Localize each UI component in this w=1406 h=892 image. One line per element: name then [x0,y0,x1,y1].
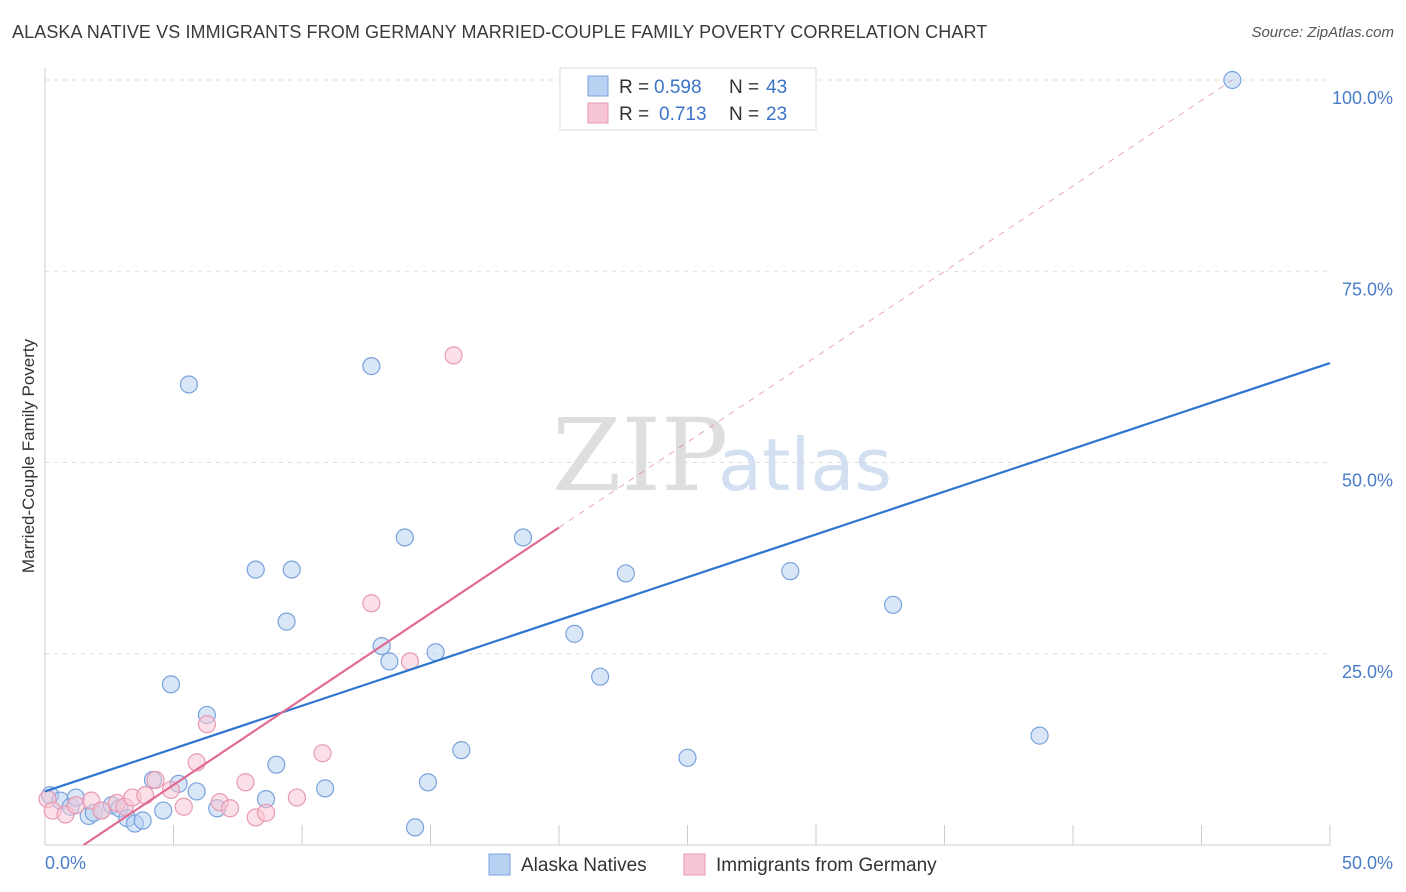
point-germany-22 [362,594,381,613]
series-legend-swatch-germany [683,853,706,876]
trendline-germany-2 [558,79,1233,528]
point-alaska-39 [781,562,800,581]
point-alaska-14 [161,675,181,694]
stats-legend: R = 0.598 N = 43 R = 0.713 N = 23 [559,67,817,131]
point-alaska-28 [380,652,399,671]
point-alaska-23 [277,612,296,631]
point-germany-14 [197,715,217,734]
points-layer [38,70,1242,837]
stats-legend-r-value-pink: 0.713 [659,104,707,125]
watermark-atlas: atlas [718,423,892,507]
stats-legend-n-value-blue: 43 [766,77,787,98]
point-germany-16 [220,799,240,818]
series-legend-swatch-alaska [488,853,511,876]
stats-legend-n-value-pink: 23 [766,104,787,125]
point-alaska-22 [267,755,286,774]
point-alaska-17 [187,782,206,801]
point-germany-24 [444,346,463,365]
point-alaska-24 [282,560,301,579]
point-alaska-37 [616,564,635,583]
trendline-layer [44,79,1331,846]
watermark-zip: ZIP [552,397,728,514]
point-alaska-33 [452,741,471,760]
chart-source: Source: ZipAtlas.com [1251,24,1394,41]
stats-legend-n-label-blue: N = [729,77,759,98]
point-germany-9 [136,786,155,805]
x-tick-labels: 0.0% 50.0% [45,853,1393,873]
stats-legend-n-label-pink: N = [729,104,759,125]
y-axis-label: Married-Couple Family Poverty [19,338,38,573]
point-germany-5 [92,801,111,820]
point-alaska-38 [678,748,697,767]
point-germany-19 [256,803,276,822]
point-germany-20 [287,788,306,807]
point-alaska-36 [591,667,610,686]
series-legend-label-germany: Immigrants from Germany [716,855,937,876]
chart-title: ALASKA NATIVE VS IMMIGRANTS FROM GERMANY… [12,22,988,42]
stats-legend-swatch-pink [587,102,609,124]
y-tick-labels: 25.0% 50.0% 75.0% 100.0% [1332,88,1393,682]
point-germany-11 [161,780,181,800]
point-alaska-31 [418,773,438,792]
point-alaska-16 [179,375,199,394]
x-tick-label-max: 50.0% [1342,853,1393,873]
point-alaska-35 [565,624,584,643]
point-germany-21 [313,744,332,763]
point-alaska-29 [395,528,414,547]
point-alaska-34 [513,528,533,547]
stats-legend-r-label-pink: R = [619,104,649,125]
y-tick-label-25: 25.0% [1342,662,1393,682]
x-tick-label-min: 0.0% [45,853,86,873]
point-alaska-26 [362,357,381,376]
point-germany-12 [174,797,193,816]
trendline-alaska-0 [44,362,1331,793]
point-germany-3 [66,796,85,815]
series-legend: Alaska Natives Immigrants from Germany [488,853,937,876]
point-germany-17 [236,773,255,792]
y-tick-label-100: 100.0% [1332,88,1393,108]
point-alaska-11 [133,811,152,830]
axis-layer [44,68,1331,846]
point-germany-10 [146,770,165,790]
series-legend-label-alaska: Alaska Natives [521,855,647,876]
point-alaska-30 [405,818,425,837]
stats-legend-swatch-blue [587,75,609,97]
trendline-germany-1 [82,526,560,846]
point-alaska-25 [316,779,335,798]
stats-legend-r-label-blue: R = [619,77,649,98]
point-alaska-40 [883,595,903,614]
point-alaska-20 [246,560,265,579]
stats-legend-r-value-blue: 0.598 [654,77,702,98]
y-tick-label-75: 75.0% [1342,279,1393,299]
point-alaska-41 [1030,726,1049,745]
point-alaska-13 [154,801,173,820]
y-tick-label-50: 50.0% [1342,471,1393,491]
grid-layer [45,79,1330,655]
